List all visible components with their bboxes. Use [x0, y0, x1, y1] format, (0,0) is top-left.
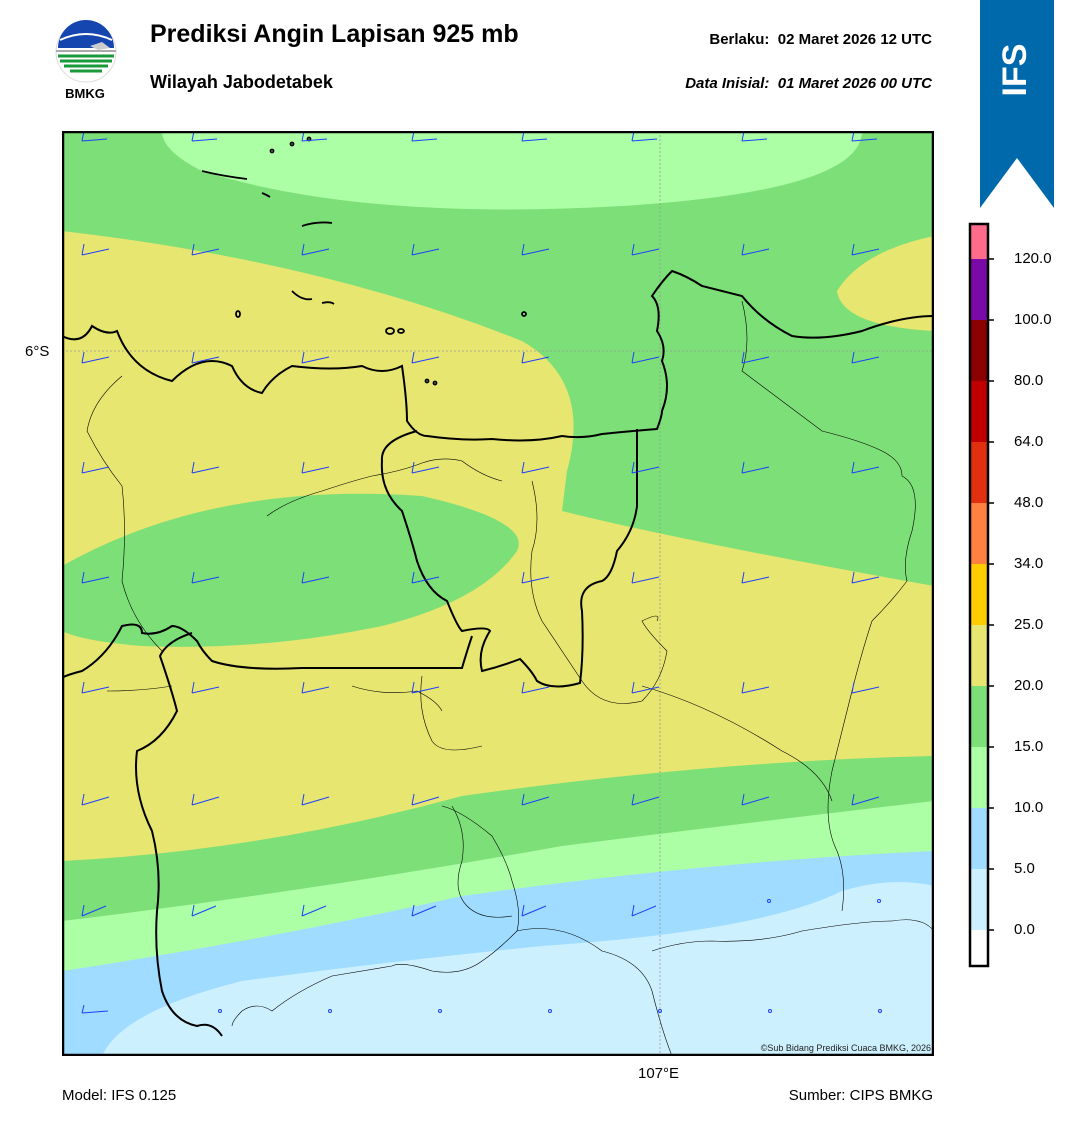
colorbar-tick: 0.0	[1014, 921, 1035, 938]
valid-time-line: Berlaku: 02 Maret 2026 12 UTC	[709, 31, 932, 48]
colorbar-tick: 64.0	[1014, 433, 1044, 450]
wind-barb-row	[81, 243, 880, 256]
colorbar-tick: 20.0	[1014, 677, 1044, 694]
colorbar-segment	[970, 747, 988, 808]
colorbar-tick: 48.0	[1014, 494, 1044, 511]
wind-barb-row	[81, 681, 880, 694]
wind-barb-row	[81, 131, 878, 142]
colorbar-tick: 34.0	[1014, 555, 1044, 572]
page-subtitle: Wilayah Jabodetabek	[150, 72, 333, 92]
colorbar-segment	[970, 869, 988, 930]
islands	[201, 136, 527, 386]
colorbar-segment	[970, 930, 988, 966]
district-borders	[86, 300, 934, 1056]
latitude-label: 6°S	[25, 343, 50, 360]
page-title: Prediksi Angin Lapisan 925 mb	[150, 20, 519, 48]
ifs-ribbon-label-wrap: IFS	[996, 44, 1034, 97]
colorbar-segment	[970, 808, 988, 869]
colorbar-segment	[970, 320, 988, 381]
band-15-20-mid	[62, 493, 519, 647]
wind-barb-row	[81, 461, 880, 474]
init-time: 01 Maret 2026 00 UTC	[777, 75, 932, 92]
colorbar-segment	[970, 381, 988, 442]
band-10-15-north	[162, 131, 862, 210]
colorbar-tick: 120.0	[1014, 250, 1052, 267]
ifs-ribbon-label: IFS	[996, 44, 1034, 97]
valid-label: Berlaku:	[709, 31, 770, 48]
colorbar-tick: 25.0	[1014, 616, 1044, 633]
band-20-25-east	[837, 236, 934, 331]
colorbar-segment	[970, 503, 988, 564]
init-time-line: Data Inisial: 01 Maret 2026 00 UTC	[685, 75, 932, 92]
province-border-south	[62, 623, 303, 679]
province-border-west	[135, 632, 223, 1037]
wind-barb-row	[81, 351, 880, 364]
colorbar-segment	[970, 564, 988, 625]
wind-barbs	[81, 131, 882, 1014]
colorbar-tick: 15.0	[1014, 738, 1044, 755]
colorbar-tick: 100.0	[1014, 311, 1052, 328]
source-label: Sumber: CIPS BMKG	[788, 1087, 933, 1104]
wind-barb-row	[81, 899, 881, 917]
longitude-label: 107°E	[638, 1065, 680, 1082]
colorbar-tick: 5.0	[1014, 860, 1035, 877]
ifs-ribbon	[980, 0, 1054, 208]
colorbar-tick: 80.0	[1014, 372, 1044, 389]
wind-barb-row	[81, 571, 880, 584]
valid-time: 02 Maret 2026 12 UTC	[777, 31, 932, 48]
colorbar-tick: 10.0	[1014, 799, 1044, 816]
band-0-5	[102, 882, 934, 1056]
wind-map	[62, 131, 934, 1056]
wind-speed-colorbar	[968, 222, 994, 968]
bmkg-logo	[55, 20, 117, 83]
colorbar-segment	[970, 625, 988, 686]
colorbar-segment	[970, 442, 988, 503]
map-credit: ©Sub Bidang Prediksi Cuaca BMKG, 2026	[760, 1043, 931, 1053]
wind-barb-row	[81, 1004, 882, 1014]
model-label: Model: IFS 0.125	[62, 1087, 177, 1104]
province-border-east	[302, 635, 473, 669]
logo-label: BMKG	[65, 86, 105, 101]
init-label: Data Inisial:	[685, 75, 770, 92]
province-border	[380, 429, 638, 688]
colorbar-segment	[970, 686, 988, 747]
wind-barb-row	[81, 793, 880, 806]
colorbar-segment	[970, 224, 988, 259]
colorbar-segment	[970, 259, 988, 320]
coastline	[62, 269, 934, 442]
